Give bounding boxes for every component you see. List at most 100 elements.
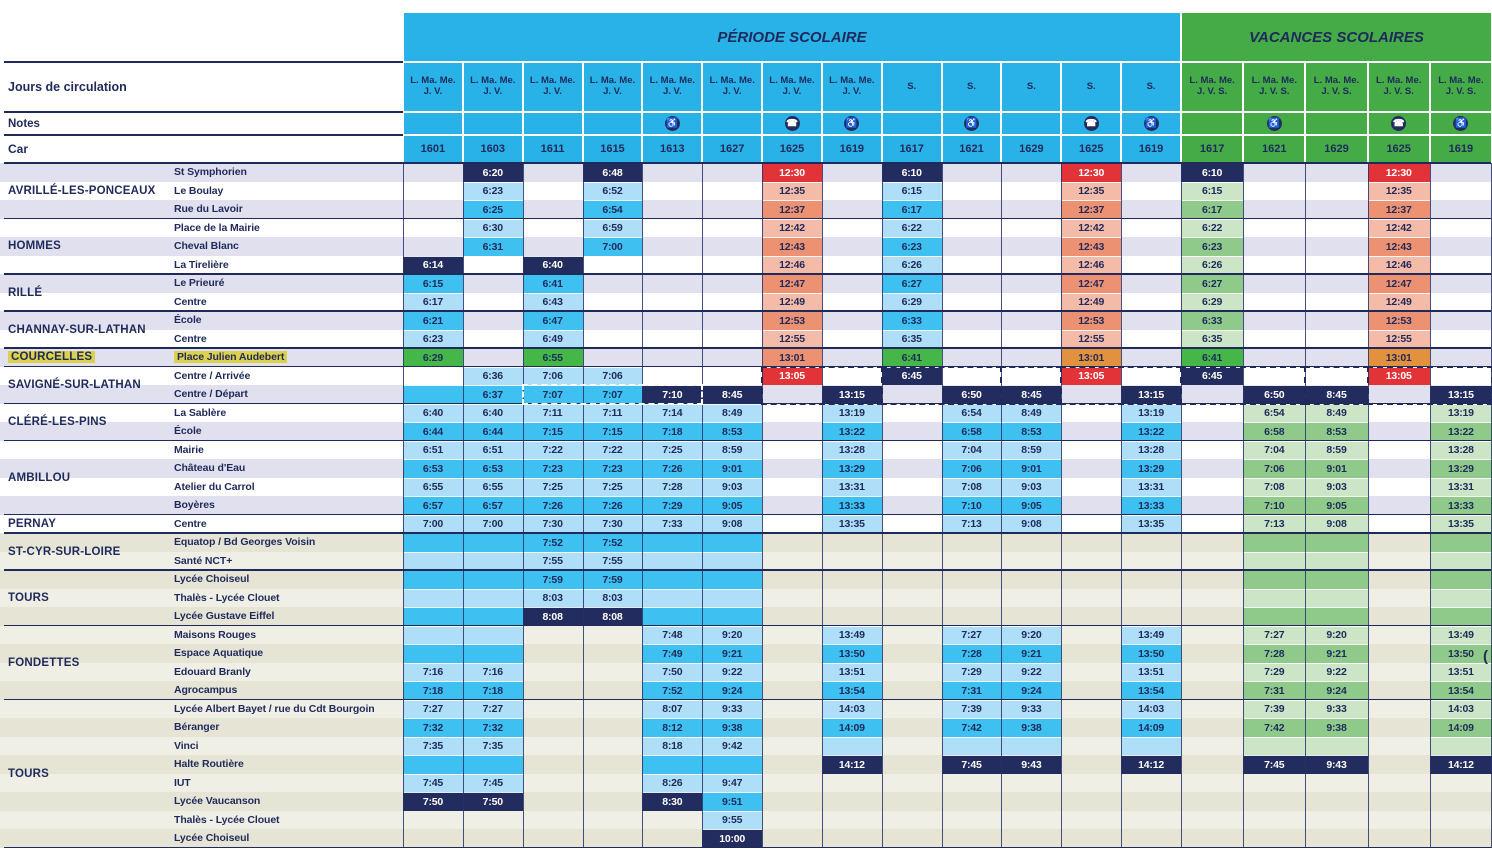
column-car: 1603 — [462, 135, 523, 163]
column-note — [1305, 112, 1368, 135]
empty-cell — [1061, 588, 1122, 607]
empty-cell — [1305, 200, 1368, 219]
time-cell: 13:49 — [1429, 625, 1492, 644]
empty-cell — [522, 681, 583, 700]
row-stripe — [0, 810, 403, 829]
empty-cell — [1001, 551, 1062, 570]
empty-cell — [762, 773, 822, 792]
empty-cell — [522, 644, 583, 663]
empty-cell — [1061, 459, 1122, 478]
time-cell: 12:55 — [1367, 329, 1430, 348]
empty-cell — [1429, 163, 1492, 182]
car-label: Car — [8, 142, 29, 156]
column-car: 1627 — [702, 135, 763, 163]
section-divider — [4, 513, 1491, 516]
empty-cell — [1243, 607, 1306, 626]
empty-cell — [702, 292, 763, 311]
time-cell: 7:25 — [642, 440, 703, 459]
empty-cell — [821, 792, 882, 811]
empty-cell — [1061, 403, 1122, 422]
empty-cell — [941, 588, 1002, 607]
empty-cell — [941, 792, 1002, 811]
empty-cell — [1367, 385, 1430, 404]
section-divider — [4, 532, 1491, 534]
time-cell: 7:33 — [642, 514, 703, 533]
column-days: S. — [1121, 62, 1181, 112]
section-label: FONDETTES — [8, 656, 80, 669]
empty-cell — [1061, 440, 1122, 459]
empty-cell — [582, 255, 643, 274]
time-cell: 6:59 — [582, 218, 643, 237]
section-divider — [4, 569, 1491, 571]
row-stripe — [0, 514, 403, 533]
phone-icon: ☎ — [1391, 116, 1407, 131]
empty-cell — [403, 810, 463, 829]
stop-label: Atelier du Carrol — [174, 480, 255, 493]
empty-cell — [1429, 829, 1492, 848]
empty-cell — [1061, 551, 1122, 570]
time-cell: 13:15 — [1429, 385, 1492, 404]
empty-cell — [522, 625, 583, 644]
empty-cell — [941, 810, 1002, 829]
empty-cell — [702, 607, 763, 626]
periode-scolaire-band: PÉRIODE SCOLAIRE — [403, 12, 1181, 62]
time-cell: 12:37 — [1367, 200, 1430, 219]
empty-cell — [462, 625, 523, 644]
empty-cell — [762, 718, 822, 737]
empty-cell — [762, 514, 822, 533]
stop-label: Place Julien Audebert — [174, 348, 402, 367]
empty-cell — [1061, 792, 1122, 811]
empty-cell — [462, 829, 523, 848]
time-cell: 6:35 — [1181, 329, 1244, 348]
empty-cell — [762, 403, 822, 422]
time-cell: 12:35 — [762, 181, 822, 200]
time-cell: 7:13 — [1243, 514, 1306, 533]
empty-cell — [522, 773, 583, 792]
stop-label: Rue du Lavoir — [174, 203, 243, 216]
empty-cell — [1367, 829, 1430, 848]
time-cell: 6:21 — [403, 311, 463, 330]
empty-cell — [1001, 181, 1062, 200]
empty-cell — [1305, 311, 1368, 330]
column-days: L. Ma. Me. J. V. S. — [1243, 62, 1306, 112]
empty-cell — [1061, 422, 1122, 441]
empty-cell — [1181, 459, 1244, 478]
section-label: SAVIGNÉ-SUR-LATHAN — [8, 379, 141, 391]
empty-cell — [1121, 292, 1181, 311]
empty-cell — [403, 551, 463, 570]
empty-cell — [582, 329, 643, 348]
dashed-connection-box — [1060, 365, 1182, 405]
empty-cell — [1181, 440, 1244, 459]
column-car: 1611 — [522, 135, 583, 163]
time-cell: 13:29 — [1429, 459, 1492, 478]
time-cell: 8:53 — [702, 422, 763, 441]
stop-label: IUT — [174, 776, 191, 789]
empty-cell — [1001, 736, 1062, 755]
time-cell: 12:30 — [1061, 163, 1122, 182]
column-note — [462, 112, 523, 135]
time-cell: 6:53 — [462, 459, 523, 478]
empty-cell — [821, 607, 882, 626]
time-cell: 7:04 — [1243, 440, 1306, 459]
time-cell: 13:33 — [1429, 496, 1492, 515]
empty-cell — [582, 718, 643, 737]
empty-cell — [1181, 792, 1244, 811]
time-cell: 8:45 — [1001, 385, 1062, 404]
time-cell: 9:33 — [1001, 699, 1062, 718]
time-cell: 12:55 — [762, 329, 822, 348]
time-cell: 9:21 — [1305, 644, 1368, 663]
time-cell: 6:41 — [522, 274, 583, 293]
stop-label: La Sablère — [174, 406, 227, 419]
stop-label: Equatop / Bd Georges Voisin — [174, 536, 316, 549]
stop-label: Château d'Eau — [174, 462, 246, 475]
stop-label: Lycée Albert Bayet / rue du Cdt Bourgoin — [174, 702, 375, 715]
wheelchair-icon: ♿ — [964, 116, 980, 131]
empty-cell — [403, 181, 463, 200]
column-car: 1625 — [1367, 135, 1430, 163]
time-cell: 6:53 — [403, 459, 463, 478]
empty-cell — [1305, 533, 1368, 552]
time-cell: 7:11 — [582, 403, 643, 422]
time-cell: 13:35 — [1429, 514, 1492, 533]
row-stripe — [0, 588, 403, 607]
empty-cell — [582, 755, 643, 774]
